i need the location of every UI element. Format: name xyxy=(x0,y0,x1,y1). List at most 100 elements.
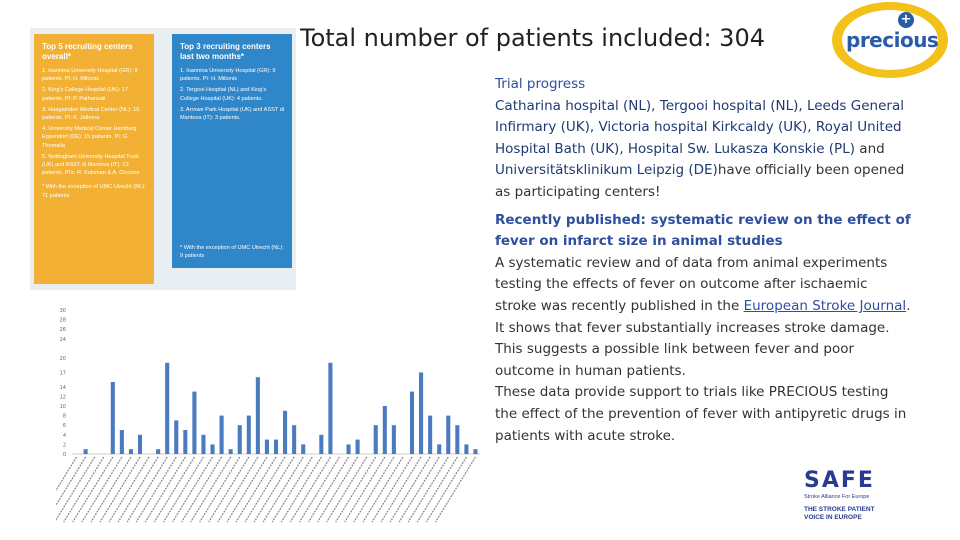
panel-heading: Top 3 recruiting centers last two months… xyxy=(180,42,271,61)
panel-item: 4. University Medical Center Hamburg Epp… xyxy=(42,126,137,149)
chart-bar xyxy=(183,430,188,454)
x-tick-label-placeholder xyxy=(190,456,232,523)
x-tick-label-placeholder xyxy=(434,456,476,523)
chart-bar xyxy=(264,439,269,454)
x-tick-label-placeholder xyxy=(407,456,449,523)
panel-heading: Top 5 recruiting centers overall* xyxy=(42,42,133,61)
y-tick-label: 30 xyxy=(60,308,66,314)
x-tick-label-placeholder xyxy=(253,456,295,523)
x-tick-label-placeholder xyxy=(425,456,467,523)
x-tick-label-placeholder xyxy=(326,456,368,523)
y-tick-label: 8 xyxy=(63,414,66,420)
x-tick-label-placeholder xyxy=(181,456,223,523)
y-tick-label: 20 xyxy=(60,356,66,362)
chart-bar xyxy=(473,449,478,454)
x-tick-label-placeholder xyxy=(262,456,304,523)
x-tick-label-placeholder xyxy=(308,456,350,523)
published-text-end: . It shows that fever substantially incr… xyxy=(495,297,911,379)
chart-bar xyxy=(137,434,143,454)
chart-bar xyxy=(328,362,333,454)
x-tick-label-placeholder xyxy=(335,456,377,523)
panel-note: * With the exception of UMC Utrecht (NL)… xyxy=(42,184,146,199)
panel-item: 1. Ioannina University Hospital (GR): 9 … xyxy=(42,68,138,83)
chart-bar xyxy=(409,391,415,454)
chart-bar xyxy=(246,415,251,454)
x-tick-label-placeholder xyxy=(56,456,87,507)
chart-bar xyxy=(373,425,378,454)
y-tick-label: 26 xyxy=(60,327,66,333)
chart-bar xyxy=(156,449,161,454)
chart-bar xyxy=(419,372,424,454)
published-text-start: A systematic review and of data from ani… xyxy=(495,254,888,314)
chart-bar xyxy=(346,444,351,454)
x-tick-label-placeholder xyxy=(72,456,114,523)
chart-bar xyxy=(165,362,170,454)
chart-bar xyxy=(210,444,215,454)
panel-item: 5. Nottingham University Hospital Trust … xyxy=(42,153,140,177)
top3-recent-panel: Top 3 recruiting centers last two months… xyxy=(172,34,292,268)
safe-tagline-1: THE STROKE PATIENT xyxy=(804,506,875,513)
panel-note: * With the exception of UMC Utrecht (NL)… xyxy=(180,245,284,260)
chart-bar xyxy=(283,410,288,454)
safe-subtitle: Stroke Alliance For Europe xyxy=(804,494,870,500)
x-tick-label-placeholder xyxy=(172,456,214,523)
x-tick-label-placeholder xyxy=(289,456,331,523)
chart-bar xyxy=(428,415,433,454)
chart-bar xyxy=(219,415,224,454)
x-tick-label-placeholder xyxy=(56,456,78,492)
y-tick-label: 28 xyxy=(60,318,66,324)
panel-item: 2. King's College Hospital (UK): 17 pati… xyxy=(42,87,128,102)
chart-bar xyxy=(437,444,442,454)
x-tick-label-placeholder xyxy=(144,456,186,523)
y-tick-label: 0 xyxy=(63,452,66,458)
content-column: Trial progress Catharina hospital (NL), … xyxy=(495,74,911,447)
panel-item: 3. Arrowe Park Hospital (UK) and ASST di… xyxy=(180,106,285,122)
chart-bar xyxy=(273,439,279,454)
x-tick-label-placeholder xyxy=(398,456,440,523)
x-tick-label-placeholder xyxy=(416,456,458,523)
chart-bar xyxy=(237,425,242,454)
y-tick-label: 6 xyxy=(63,423,66,429)
x-tick-label-placeholder xyxy=(344,456,386,523)
x-tick-label-placeholder xyxy=(235,456,277,523)
y-tick-label: 12 xyxy=(60,394,66,400)
x-tick-label-placeholder xyxy=(362,456,404,523)
y-tick-label: 14 xyxy=(60,385,66,391)
chart-bar xyxy=(192,391,197,454)
chart-bar xyxy=(255,377,260,454)
x-tick-label-placeholder xyxy=(162,456,204,523)
safe-tagline-2: VOICE IN EUROPE xyxy=(804,514,862,521)
panel-item: 2. Tergooi Hospital (NL) and King's Coll… xyxy=(180,87,267,102)
y-tick-label: 10 xyxy=(60,404,66,410)
x-tick-label-placeholder xyxy=(63,456,105,523)
logo-text: precious xyxy=(846,28,939,52)
support-paragraph: These data provide support to trials lik… xyxy=(495,384,907,444)
chart-bar xyxy=(83,449,88,454)
chart-bar xyxy=(292,425,297,454)
panel-item: 1. Ioannina University Hospital (GR): 9 … xyxy=(180,68,276,83)
chart-bar xyxy=(119,430,124,454)
x-tick-label-placeholder xyxy=(99,456,141,523)
new-centers: Catharina hospital (NL), Tergooi hospita… xyxy=(495,97,904,157)
chart-bar xyxy=(128,449,133,454)
trial-progress-text: Catharina hospital (NL), Tergooi hospita… xyxy=(495,96,911,204)
x-tick-label-placeholder xyxy=(244,456,286,523)
european-stroke-journal-link[interactable]: European Stroke Journal xyxy=(743,297,907,314)
chart-bar xyxy=(391,425,396,454)
x-tick-label-placeholder xyxy=(226,456,268,523)
chart-bar xyxy=(464,444,469,454)
page-title: Total number of patients included: 304 xyxy=(300,24,765,52)
y-tick-label: 4 xyxy=(63,433,66,439)
top5-overall-panel: Top 5 recruiting centers overall* 1. Ioa… xyxy=(34,34,154,284)
chart-bar xyxy=(228,449,233,454)
x-tick-label-placeholder xyxy=(153,456,195,523)
x-tick-label-placeholder xyxy=(199,456,241,523)
chart-bar xyxy=(201,434,206,454)
x-tick-label-placeholder xyxy=(90,456,132,523)
x-tick-label-placeholder xyxy=(389,456,431,523)
panel-item: 3. Haaglanden Medical Center (NL): 16 pa… xyxy=(42,106,140,122)
published-heading: Recently published: systematic review on… xyxy=(495,211,911,250)
x-tick-label-placeholder xyxy=(117,456,159,523)
x-tick-label-placeholder xyxy=(371,456,413,523)
